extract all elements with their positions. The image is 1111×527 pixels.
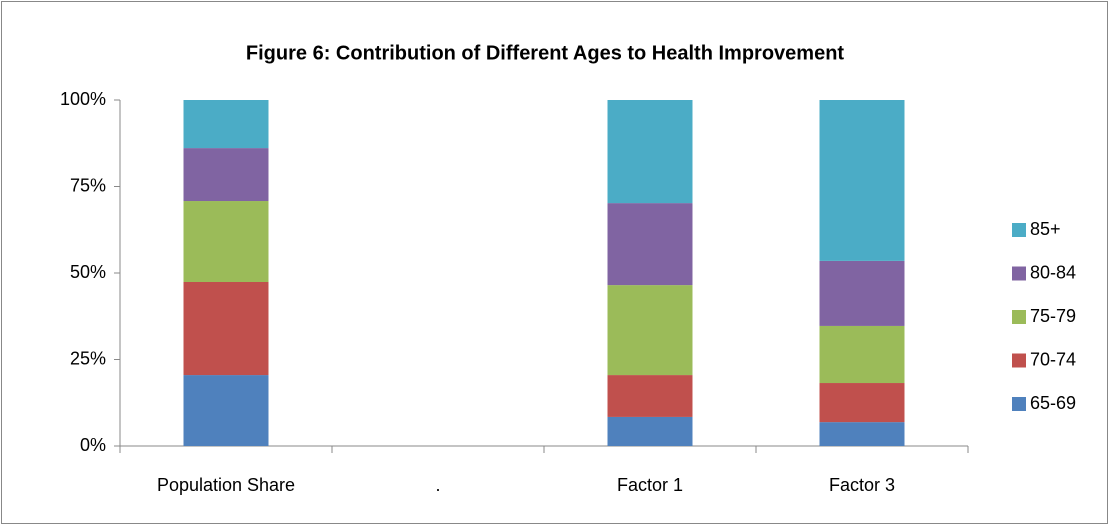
legend-swatch [1012,353,1026,368]
bar-segment [183,201,269,282]
legend-swatch [1012,223,1026,237]
y-tick-label: 25% [70,348,106,368]
y-tick-label: 0% [80,435,106,455]
legend-label: 75-79 [1030,306,1076,326]
y-tick-label: 50% [70,262,106,282]
legend-label: 85+ [1030,219,1061,239]
bar-segment [183,100,269,149]
legend-swatch [1012,397,1026,411]
chart-title: Figure 6: Contribution of Different Ages… [246,42,845,64]
x-tick-label: Factor 1 [617,475,683,495]
bar-segment [819,383,905,423]
y-tick-label: 75% [70,175,106,195]
bar-segment [819,260,905,326]
bar-segment [819,325,905,384]
bar-segment [183,281,269,376]
x-tick-label: Factor 3 [829,475,895,495]
bar-segment [607,416,693,446]
bar-segment [183,375,269,446]
legend-label: 80-84 [1030,262,1076,282]
bar-segment [819,100,905,261]
bar-segment [607,203,693,286]
legend-swatch [1012,266,1026,281]
bar-segment [607,285,693,376]
legend-label: 65-69 [1030,393,1076,413]
bar-segment [819,422,905,446]
legend-swatch [1012,310,1026,324]
legend-label: 70-74 [1030,349,1076,369]
bar-segment [607,375,693,417]
x-tick-label: . [435,475,440,495]
x-tick-label: Population Share [157,475,295,495]
y-tick-label: 100% [60,89,106,109]
bar-segment [183,148,269,202]
bar-segment [607,100,693,204]
